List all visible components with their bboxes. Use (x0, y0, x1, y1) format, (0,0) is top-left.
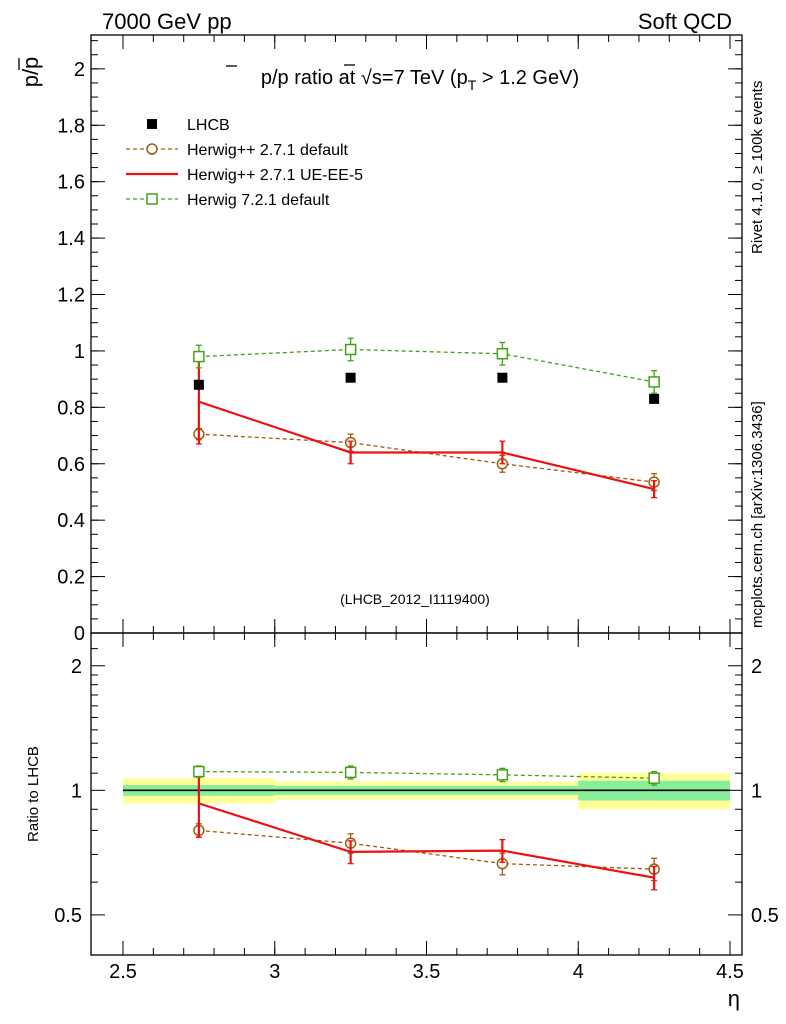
analysis-label: (LHCB_2012_I1119400) (340, 591, 490, 607)
x-tick-label: 4 (573, 961, 584, 983)
side-label-mcplots: mcplots.cern.ch [arXiv:1306.3436] (749, 401, 766, 628)
side-label-rivet: Rivet 4.1.0, ≥ 100k events (749, 81, 766, 254)
ratio-panel: 2.5 3 3.5 4 4.5 0.5 0.5 1 1 2 2 Ratio to LHCB (25, 632, 779, 983)
series-line (198, 829, 655, 870)
ratio-y-label: Ratio to LHCB (25, 746, 42, 842)
data-point (648, 376, 660, 388)
ratio-tick-label-right: 1 (751, 780, 762, 802)
series-line (198, 802, 655, 879)
y-tick-label: 0.8 (57, 397, 85, 419)
data-point (193, 765, 205, 778)
y-tick-label: 1 (74, 341, 85, 363)
data-point (649, 393, 660, 404)
legend-label: Herwig 7.2.1 default (187, 192, 330, 209)
ratio-frame (90, 632, 743, 956)
legend-label: Herwig++ 2.7.1 UE-EE-5 (187, 167, 363, 184)
legend: LHCB Herwig++ 2.7.1 default Herwig++ 2.7.1… (126, 117, 363, 209)
y-tick-label: 1.4 (57, 228, 85, 250)
header-left: 7000 GeV pp (102, 9, 232, 34)
data-point (193, 379, 204, 390)
series-line (198, 770, 655, 779)
legend-label: Herwig++ 2.7.1 default (187, 142, 349, 159)
ratio-tick-label-right: 0.5 (751, 905, 779, 927)
y-tick-label: 1.2 (57, 285, 85, 307)
legend-label: LHCB (187, 117, 230, 134)
data-point (344, 766, 357, 779)
x-tick-label: 4.5 (716, 961, 744, 983)
data-point (344, 343, 357, 356)
data-point (497, 372, 508, 383)
ratio-tick-label: 2 (71, 656, 82, 678)
header-right: Soft QCD (638, 9, 732, 34)
y-tick-label: 0.6 (57, 454, 85, 476)
data-point (193, 350, 205, 363)
main-panel: 0.2 0.4 0.6 0.8 1 1.2 1.4 1.6 1.8 2 0 p/p ratio at… (18, 34, 743, 955)
data-point (648, 772, 660, 784)
legend-marker (146, 143, 158, 155)
series-line (198, 433, 655, 483)
series-line (198, 348, 655, 383)
series-line (198, 400, 655, 491)
x-tick-label: 3.5 (413, 961, 441, 983)
ratio-tick-label: 0.5 (54, 905, 82, 927)
y-tick-label: 1.8 (57, 115, 85, 137)
y-tick-label-zero: 0 (74, 623, 85, 645)
y-tick-label: 0.4 (57, 510, 85, 532)
x-tick-label: 3 (269, 961, 280, 983)
ratio-tick-label-right: 2 (751, 656, 762, 678)
x-tick-label: 2.5 (109, 961, 137, 983)
y-axis-label: p/p (18, 57, 43, 88)
data-point (496, 769, 509, 781)
data-point (496, 347, 509, 360)
y-tick-label: 2 (74, 59, 85, 81)
data-point (345, 372, 356, 383)
x-axis-label: η (728, 986, 740, 1011)
y-tick-label: 1.6 (57, 172, 85, 194)
y-tick-label: 0.2 (57, 567, 85, 589)
legend-marker (147, 119, 157, 129)
legend-marker (146, 193, 158, 205)
plot-title: p/p ratio at √s=7 TeV (pT > 1.2 GeV) (261, 67, 579, 93)
ratio-tick-label: 1 (71, 780, 82, 802)
